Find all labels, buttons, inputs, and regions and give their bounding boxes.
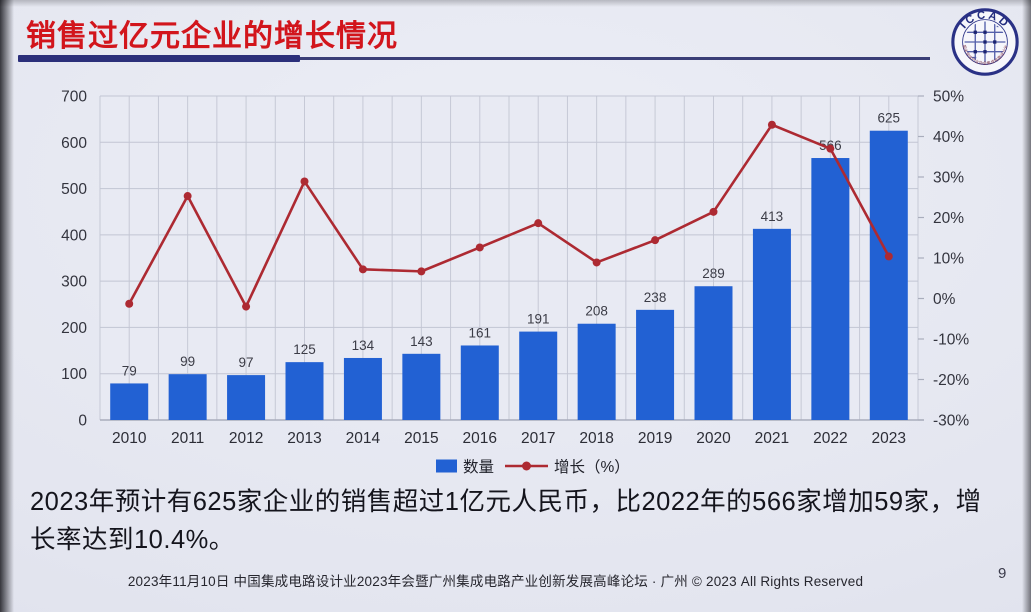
bar-value-label: 99: [180, 354, 195, 369]
right-axis-tick-label: -30%: [933, 413, 969, 430]
line-dot-2011: [183, 192, 192, 201]
legend-swatch-bar: [436, 459, 457, 473]
line-dot-2021: [767, 120, 776, 129]
right-axis-tick-label: 50%: [933, 89, 964, 106]
bar-value-label: 238: [644, 290, 667, 305]
legend-label-bar: 数量: [463, 458, 494, 476]
line-dot-2023: [884, 252, 893, 261]
right-axis-tick-label: -10%: [933, 332, 969, 349]
bar-value-label: 97: [239, 355, 254, 370]
x-axis-label: 2011: [171, 430, 204, 447]
x-axis-label: 2017: [521, 430, 555, 447]
bar-value-label: 191: [527, 312, 550, 327]
line-dot-2016: [475, 243, 484, 252]
x-axis-label: 2012: [229, 430, 263, 447]
line-dot-2022: [826, 144, 835, 153]
bar-value-label: 134: [352, 338, 375, 353]
left-axis-tick-label: 300: [61, 274, 87, 291]
x-axis-label: 2023: [872, 430, 906, 447]
page-number: 9: [998, 565, 1007, 582]
left-axis-tick-label: 100: [61, 366, 87, 383]
line-dot-2013: [300, 177, 309, 186]
bar-2022: [811, 158, 850, 420]
bar-2010: [110, 383, 149, 420]
x-axis-label: 2014: [346, 430, 381, 447]
right-axis-tick-label: 10%: [933, 251, 964, 268]
line-dot-2018: [592, 258, 601, 267]
x-axis-label: 2021: [755, 430, 789, 447]
left-axis-tick-label: 200: [61, 320, 87, 337]
line-dot-2019: [651, 236, 660, 245]
x-axis-label: 2019: [638, 430, 672, 447]
x-axis-label: 2016: [463, 430, 497, 447]
left-axis-tick-label: 600: [61, 135, 87, 152]
line-dot-2012: [242, 302, 251, 311]
bar-2015: [402, 353, 441, 420]
bar-value-label: 79: [122, 363, 137, 378]
bar-2013: [285, 362, 324, 420]
bar-value-label: 413: [761, 209, 784, 224]
bar-2020: [694, 286, 733, 420]
bar-2016: [460, 345, 499, 420]
bar-2011: [168, 374, 207, 420]
left-axis-tick-label: 400: [61, 227, 87, 244]
bar-value-label: 143: [410, 334, 433, 349]
x-axis-label: 2010: [112, 430, 147, 447]
line-dot-2014: [358, 265, 367, 274]
right-axis-tick-label: -20%: [933, 372, 969, 389]
summary-text: 2023年预计有625家企业的销售超过1亿元人民币，比2022年的566家增加5…: [30, 488, 982, 554]
x-axis-label: 2020: [696, 430, 731, 447]
line-dot-2010: [125, 299, 134, 308]
bar-2017: [519, 331, 558, 420]
line-dot-2017: [534, 219, 543, 228]
bar-value-label: 161: [469, 325, 492, 340]
x-axis-label: 2015: [404, 430, 438, 447]
bar-value-label: 289: [702, 266, 725, 281]
right-axis-tick-label: 20%: [933, 210, 964, 227]
left-axis-tick-label: 700: [61, 89, 87, 106]
legend-label-line: 增长（%）: [554, 458, 630, 476]
bar-value-label: 208: [585, 304, 608, 319]
bar-2012: [227, 375, 266, 420]
right-axis-tick-label: 30%: [933, 170, 964, 187]
line-dot-2020: [709, 207, 718, 216]
bar-value-label: 125: [293, 342, 316, 357]
bar-2014: [343, 357, 382, 420]
x-axis-label: 2018: [579, 430, 613, 447]
right-axis-tick-label: 0%: [933, 291, 956, 308]
legend-line-dot: [522, 461, 531, 471]
right-axis-tick-label: 40%: [933, 129, 964, 146]
bar-value-label: 625: [878, 111, 901, 126]
x-axis-label: 2013: [287, 430, 321, 447]
x-axis-label: 2022: [813, 430, 847, 447]
bar-2021: [752, 228, 791, 420]
left-axis-tick-label: 500: [61, 181, 87, 198]
footer-text: 2023年11月10日 中国集成电路设计业2023年会暨广州集成电路产业创新发展…: [127, 574, 864, 589]
bar-2023: [869, 130, 908, 420]
line-dot-2015: [417, 267, 426, 276]
bar-2018: [577, 323, 616, 420]
bar-2019: [636, 309, 675, 420]
left-axis-tick-label: 0: [78, 413, 87, 430]
